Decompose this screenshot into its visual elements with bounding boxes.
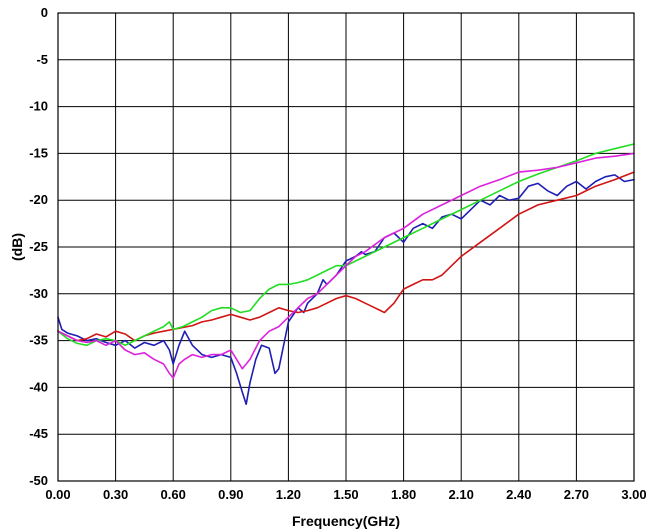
x-tick-label: 0.00 — [45, 487, 70, 502]
series-line-3 — [57, 143, 635, 347]
y-tick-label: -35 — [29, 333, 48, 348]
x-tick-label: 2.40 — [506, 487, 531, 502]
y-tick-label: -40 — [29, 379, 48, 394]
y-axis-tick-labels: 0 -5 -10 -15 -20 -25 -30 -35 -40 -45 -50 — [29, 5, 48, 488]
y-tick-label: -30 — [29, 286, 48, 301]
x-tick-label: 1.80 — [391, 487, 416, 502]
x-tick-label: 2.70 — [564, 487, 589, 502]
x-tick-label: 0.90 — [218, 487, 243, 502]
y-tick-label: 0 — [41, 5, 48, 20]
x-tick-label: 3.00 — [621, 487, 646, 502]
x-tick-label: 0.60 — [161, 487, 186, 502]
series-line-1 — [57, 174, 635, 406]
x-axis-tick-labels: 0.00 0.30 0.60 0.90 1.20 1.50 1.80 2.10 2.40 2.70… — [45, 487, 646, 502]
plot-frame — [57, 12, 635, 482]
x-tick-label: 1.50 — [333, 487, 358, 502]
y-tick-label: -20 — [29, 192, 48, 207]
x-tick-label: 1.20 — [276, 487, 301, 502]
y-tick-label: -45 — [29, 426, 48, 441]
y-tick-label: -50 — [29, 473, 48, 488]
y-tick-label: -15 — [29, 145, 48, 160]
y-tick-label: -25 — [29, 239, 48, 254]
series-line-4 — [57, 152, 635, 379]
x-tick-label: 0.30 — [103, 487, 128, 502]
series-lines — [57, 143, 635, 406]
y-tick-label: -5 — [36, 52, 48, 67]
x-tick-label: 2.10 — [449, 487, 474, 502]
grid — [57, 12, 635, 482]
x-axis-title: Frequency(GHz) — [292, 513, 400, 529]
y-axis-title: (dB) — [9, 233, 25, 261]
y-tick-label: -10 — [29, 99, 48, 114]
